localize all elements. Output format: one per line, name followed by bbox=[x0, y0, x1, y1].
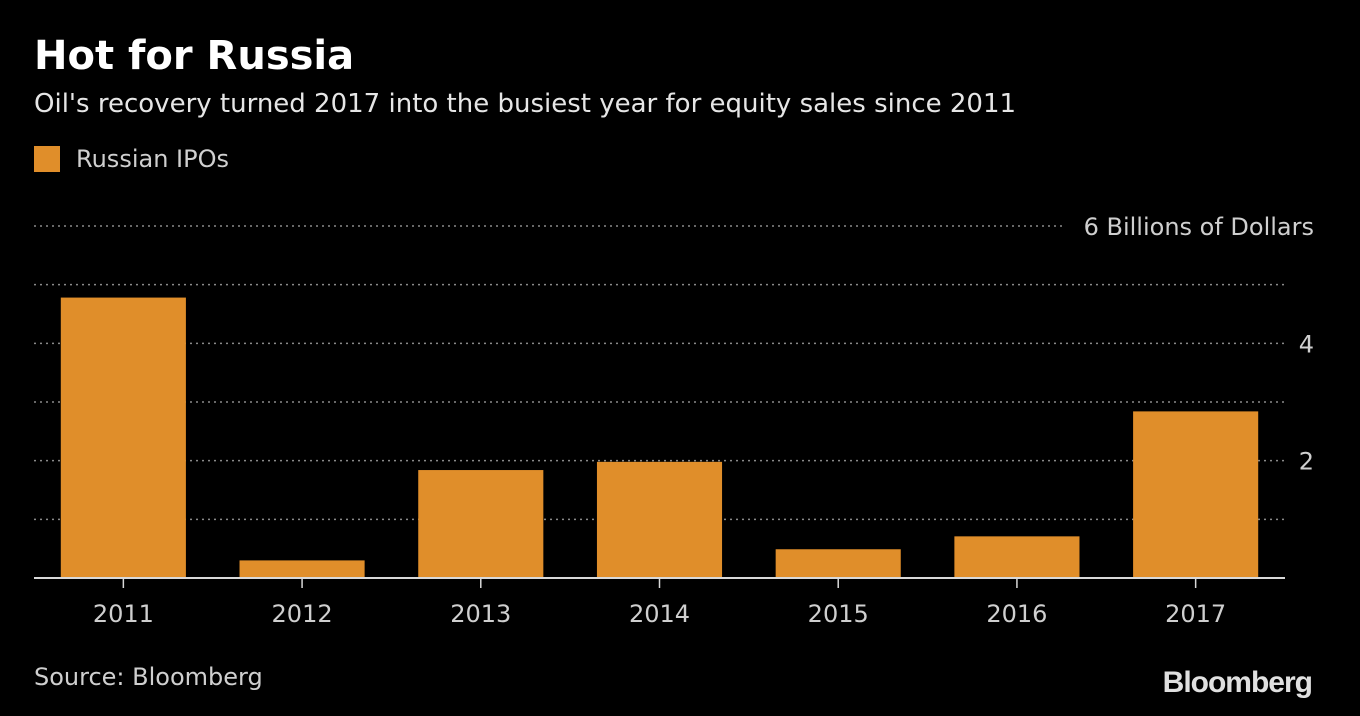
bar-2015 bbox=[775, 549, 901, 578]
legend: Russian IPOs bbox=[34, 144, 229, 174]
x-tick-label: 2013 bbox=[450, 600, 511, 628]
y-tick-label: 4 bbox=[1299, 330, 1314, 358]
x-tick-label: 2017 bbox=[1165, 600, 1226, 628]
bloomberg-logo: Bloomberg bbox=[1162, 666, 1313, 699]
bar-2012 bbox=[239, 560, 365, 578]
x-tick-label: 2014 bbox=[629, 600, 690, 628]
chart-title: Hot for Russia bbox=[34, 33, 355, 79]
bar-2017 bbox=[1133, 411, 1259, 578]
x-tick-label: 2016 bbox=[986, 600, 1047, 628]
source-note: Source: Bloomberg bbox=[34, 663, 263, 691]
bar-2011 bbox=[60, 297, 186, 578]
bar-2014 bbox=[596, 461, 723, 578]
y-tick-label: 2 bbox=[1299, 448, 1314, 476]
x-tick-label: 2015 bbox=[808, 600, 869, 628]
x-tick-label: 2012 bbox=[272, 600, 333, 628]
y-tick-label: 6 Billions of Dollars bbox=[1084, 213, 1314, 241]
axis-layer bbox=[34, 577, 1285, 588]
legend-swatch bbox=[34, 146, 60, 172]
bar-2013 bbox=[418, 470, 544, 578]
label-layer: 2 4 6 Billions of Dollars 2011 2012 2013 2014 2… bbox=[93, 213, 1314, 628]
bar-layer bbox=[60, 297, 1259, 578]
bar-2016 bbox=[954, 536, 1080, 578]
x-tick-label: 2011 bbox=[93, 600, 154, 628]
legend-label: Russian IPOs bbox=[76, 145, 229, 173]
chart-subtitle: Oil's recovery turned 2017 into the busi… bbox=[34, 89, 1017, 119]
